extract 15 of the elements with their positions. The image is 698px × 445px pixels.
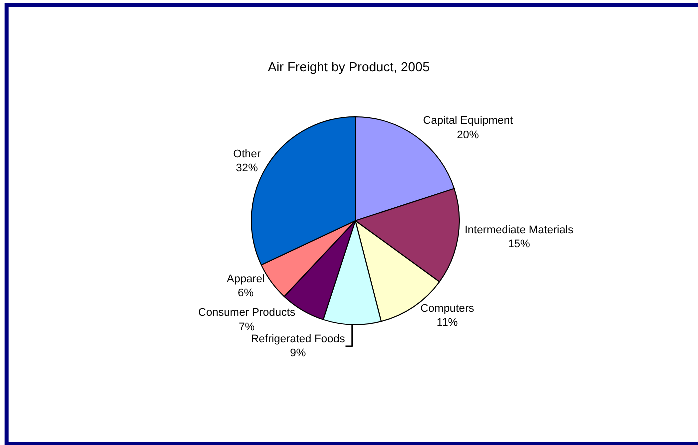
data-label: 20% xyxy=(457,129,480,142)
chart-title: Air Freight by Product, 2005 xyxy=(268,59,430,74)
slice-label: Refrigerated Foods xyxy=(251,333,346,346)
slice-label: Computers xyxy=(420,302,475,315)
slice-label: Apparel xyxy=(226,273,265,286)
data-label: 9% xyxy=(290,348,306,360)
data-label: 6% xyxy=(238,288,254,300)
slice-label: Intermediate Materials xyxy=(464,224,574,236)
slice-label: Capital Equipment xyxy=(423,115,514,128)
slice-label: Other xyxy=(233,148,262,160)
data-label: 15% xyxy=(508,238,530,251)
data-label: 7% xyxy=(239,321,256,334)
data-label: 32% xyxy=(236,162,258,175)
data-label: 11% xyxy=(436,317,458,330)
slice-label: Consumer Products xyxy=(198,307,296,320)
